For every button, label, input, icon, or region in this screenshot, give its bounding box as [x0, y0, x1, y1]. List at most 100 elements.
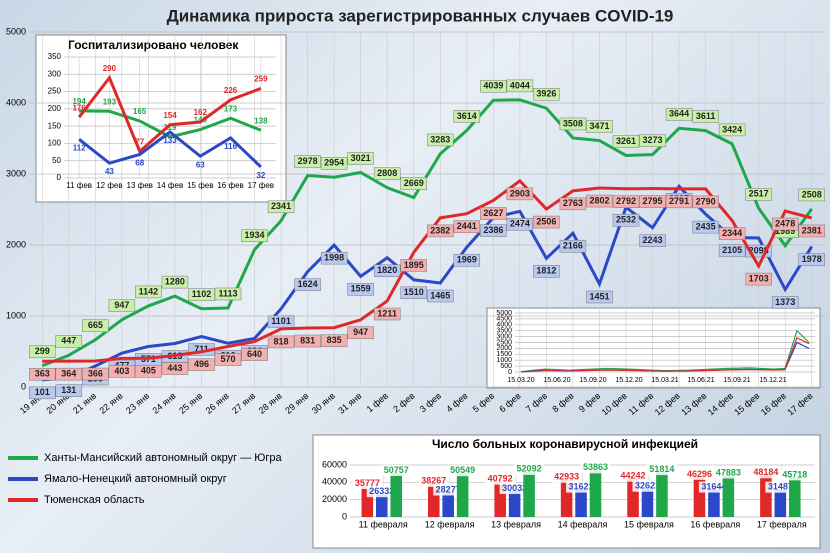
label-box — [798, 224, 825, 238]
data-label: 31487 — [768, 482, 793, 492]
label-box — [55, 335, 83, 348]
label-box — [294, 155, 321, 168]
label-box — [798, 188, 825, 202]
data-label: 47883 — [716, 467, 741, 477]
label-box — [400, 286, 427, 300]
data-label: 3273 — [643, 135, 663, 145]
bar — [693, 476, 706, 517]
data-label: 1624 — [298, 279, 318, 289]
data-label: 2341 — [271, 201, 291, 211]
data-label: 133 — [163, 136, 177, 145]
chart-title: Динамика прироста зарегистрированных слу… — [167, 6, 674, 25]
x-tick-label: 12 фев — [653, 391, 682, 418]
x-tick-label: 30 янв — [310, 391, 337, 416]
bar — [361, 485, 374, 517]
x-tick-label: 16 фев — [217, 181, 243, 190]
data-label: 119 — [164, 123, 177, 132]
label-box — [453, 110, 481, 123]
data-label: 2506 — [536, 216, 556, 226]
line — [78, 130, 262, 169]
data-label: 1820 — [377, 265, 397, 275]
label-box — [559, 117, 587, 131]
data-label: 2802 — [589, 195, 609, 205]
label-box — [718, 123, 746, 137]
bar — [427, 483, 440, 517]
data-label: 1969 — [457, 255, 477, 265]
x-tick-label: 15.03.20 — [507, 377, 534, 384]
data-label: 40792 — [488, 474, 513, 484]
bar — [722, 475, 735, 517]
data-label: 52092 — [517, 464, 542, 474]
data-label: 2790 — [696, 196, 716, 206]
y-tick-label: 4000 — [496, 322, 512, 329]
data-label: 176 — [72, 103, 86, 112]
y-tick-label: 20000 — [322, 494, 347, 504]
label-box — [418, 475, 449, 487]
data-label: 1934 — [245, 230, 265, 240]
x-tick-label: 14 февраля — [558, 519, 608, 529]
data-label: 447 — [61, 336, 76, 346]
label-box — [480, 207, 507, 220]
data-label: 193 — [103, 97, 117, 106]
bar — [708, 489, 720, 517]
label-box — [745, 272, 772, 286]
data-label: 496 — [194, 359, 209, 369]
label-box — [241, 229, 268, 242]
label-box — [533, 215, 560, 229]
data-label: 3261 — [616, 136, 636, 146]
line — [41, 98, 813, 368]
y-tick-label: 1000 — [496, 357, 512, 364]
bar — [641, 488, 654, 517]
legend-label: Ханты-Мансийский автономный округ — Югра — [44, 452, 283, 464]
label-box — [779, 469, 810, 481]
y-tick-label: 4000 — [6, 97, 26, 107]
data-label: 2532 — [616, 215, 636, 225]
data-label: 46296 — [687, 469, 712, 479]
label-box — [485, 473, 516, 485]
bar — [390, 473, 402, 517]
inset-title: Число больных коронавирусной инфекцией — [432, 437, 698, 451]
data-label: 2517 — [749, 189, 769, 199]
line — [42, 183, 814, 382]
data-label: 3614 — [457, 111, 477, 121]
y-tick-label: 250 — [48, 87, 62, 96]
x-tick-label: 7 фев — [524, 391, 550, 415]
data-label: 112 — [73, 143, 86, 152]
label-box — [551, 471, 582, 483]
data-label: 2474 — [510, 219, 530, 229]
label-box — [267, 335, 295, 349]
data-label: 259 — [254, 75, 268, 84]
label-box — [639, 195, 666, 208]
data-label: 640 — [247, 349, 262, 359]
data-label: 42933 — [554, 472, 579, 482]
x-tick-label: 15 февраля — [624, 519, 674, 529]
data-label: 947 — [114, 300, 129, 310]
data-label: 31644 — [701, 481, 726, 491]
label-box — [533, 88, 560, 101]
data-label: 63 — [196, 160, 205, 169]
x-tick-label: 12 февраля — [425, 519, 475, 529]
data-label: 403 — [114, 366, 129, 376]
data-label: 2795 — [643, 196, 663, 206]
label-box — [188, 288, 215, 302]
data-label: 1101 — [271, 316, 291, 326]
data-label: 30032 — [502, 483, 527, 493]
label-box — [366, 486, 397, 498]
label-box — [161, 275, 189, 289]
label-box — [82, 367, 109, 381]
label-box — [55, 384, 83, 397]
data-label: 26332 — [369, 486, 394, 496]
label-box — [373, 167, 401, 180]
data-label: 50757 — [384, 465, 409, 475]
data-label: 1703 — [749, 273, 769, 283]
x-tick-label: 15.12.21 — [759, 377, 786, 384]
label-box — [135, 285, 162, 299]
label-box — [612, 135, 640, 148]
label-box — [55, 367, 83, 381]
bar — [523, 471, 535, 517]
data-label: 947 — [353, 327, 368, 337]
label-box — [639, 234, 666, 247]
y-tick-label: 300 — [48, 69, 62, 78]
label-box — [506, 218, 534, 231]
